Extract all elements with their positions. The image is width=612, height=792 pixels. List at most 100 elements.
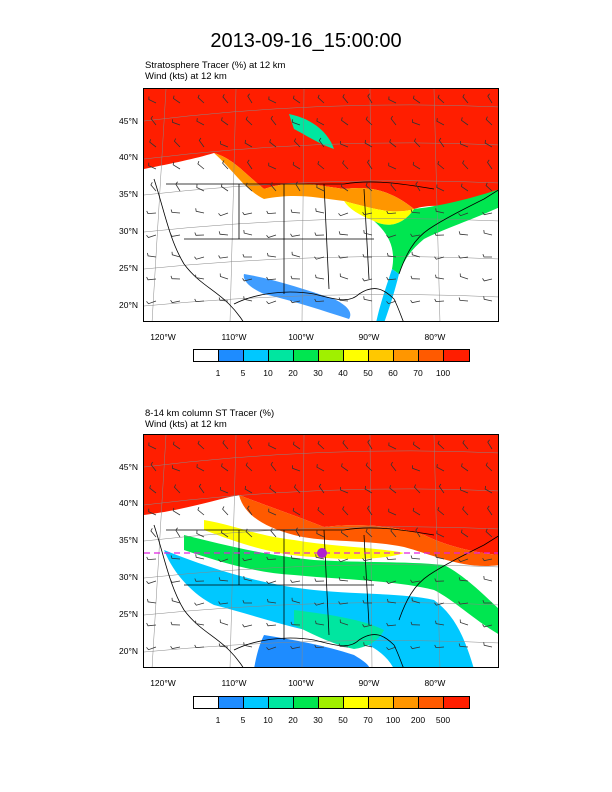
wind-barb [458, 601, 469, 605]
wind-barb [436, 464, 445, 472]
wind-barb [410, 579, 421, 583]
wind-barb [487, 505, 493, 516]
wind-barb [195, 274, 205, 280]
wind-barb [175, 527, 181, 538]
wind-barb [218, 231, 229, 236]
wind-barb [460, 529, 469, 538]
wind-barb [266, 580, 277, 584]
wind-barb [484, 485, 493, 494]
wind-barb [482, 600, 492, 604]
wind-barb [487, 159, 493, 170]
wind-barb [247, 505, 253, 516]
colorbar-swatch [194, 697, 219, 708]
colorbar-label: 100 [385, 715, 401, 725]
wind-barb [195, 620, 205, 626]
wind-barb [172, 161, 181, 170]
wind-barb [243, 230, 253, 236]
wind-barb [338, 297, 349, 302]
wind-barb [290, 621, 301, 626]
wind-barb [363, 576, 373, 582]
colorbar-label: 20 [288, 715, 298, 725]
wind-barb [415, 527, 421, 538]
wind-barb [412, 465, 421, 472]
wind-barb [245, 182, 253, 192]
wind-barb [195, 554, 205, 560]
wind-barb [362, 624, 373, 628]
colorbar-swatch [419, 697, 444, 708]
tracer-green-band [184, 535, 498, 634]
wind-barb [314, 256, 325, 260]
wind-barb [388, 508, 397, 516]
wind-barb [483, 296, 493, 302]
wind-barb [386, 234, 397, 238]
wind-barb [410, 621, 421, 626]
wind-barb [458, 231, 469, 236]
lat-label: 30°N [119, 226, 138, 236]
colorbar-swatch [244, 350, 269, 361]
wind-barb [171, 251, 181, 258]
wind-barb [170, 209, 181, 214]
wind-barb [194, 602, 205, 606]
wind-barb [247, 159, 253, 170]
wind-barb [290, 209, 301, 214]
lat-label: 25°N [119, 609, 138, 619]
wind-barb [438, 137, 445, 148]
wind-barb [197, 506, 205, 516]
colorbar-label: 70 [363, 715, 373, 725]
wind-barb [270, 182, 277, 192]
wind-barb [485, 182, 493, 192]
wind-barb [222, 506, 229, 516]
wind-barb [295, 527, 301, 538]
wind-barb [340, 141, 349, 148]
wind-barb [341, 117, 349, 126]
wind-barb [222, 440, 229, 450]
wind-barb [218, 643, 229, 648]
colorbar-label: 10 [263, 368, 273, 378]
wind-barb [290, 555, 301, 560]
colorbar-swatch [344, 697, 369, 708]
wind-barb [194, 256, 205, 260]
coastlines [153, 524, 498, 667]
wind-barb [266, 210, 277, 215]
wind-barb [483, 230, 493, 236]
wind-barb [290, 233, 301, 237]
wind-barb [198, 137, 205, 148]
wind-barb [198, 483, 205, 494]
wind-barb [267, 598, 277, 604]
wind-barb [196, 118, 205, 126]
wind-barb [460, 487, 469, 494]
wind-barb [290, 299, 301, 304]
wind-barb [194, 232, 205, 236]
wind-barb [147, 252, 157, 258]
wind-barb [316, 464, 325, 472]
wind-barb [268, 508, 277, 516]
wind-barb [292, 441, 301, 450]
wind-barb [270, 115, 277, 126]
wind-barb [458, 255, 469, 259]
wind-barb [197, 440, 205, 450]
wind-barb [315, 620, 325, 626]
wind-barb [148, 96, 157, 104]
lat-label: 20°N [119, 300, 138, 310]
flight-track-marker [317, 548, 327, 558]
map-1-canvas [144, 89, 498, 321]
tracer-lake-cyan [289, 114, 334, 149]
wind-barbs [146, 439, 493, 651]
wind-barb [386, 276, 397, 281]
colorbar-label: 1 [215, 715, 221, 725]
wind-barb [434, 256, 445, 260]
wind-barb [292, 161, 301, 170]
wind-barb [410, 645, 421, 650]
colorbar-label: 60 [388, 368, 398, 378]
wind-barb [150, 461, 157, 472]
wind-barb [266, 300, 277, 305]
wind-barb [415, 181, 421, 192]
lat-label: 30°N [119, 572, 138, 582]
wind-barb [484, 139, 493, 148]
wind-barb [197, 94, 205, 104]
wind-barb [367, 159, 373, 170]
wind-barb [293, 484, 301, 494]
wind-barb [196, 184, 205, 192]
wind-barb [436, 530, 445, 538]
wind-barb [222, 160, 229, 170]
